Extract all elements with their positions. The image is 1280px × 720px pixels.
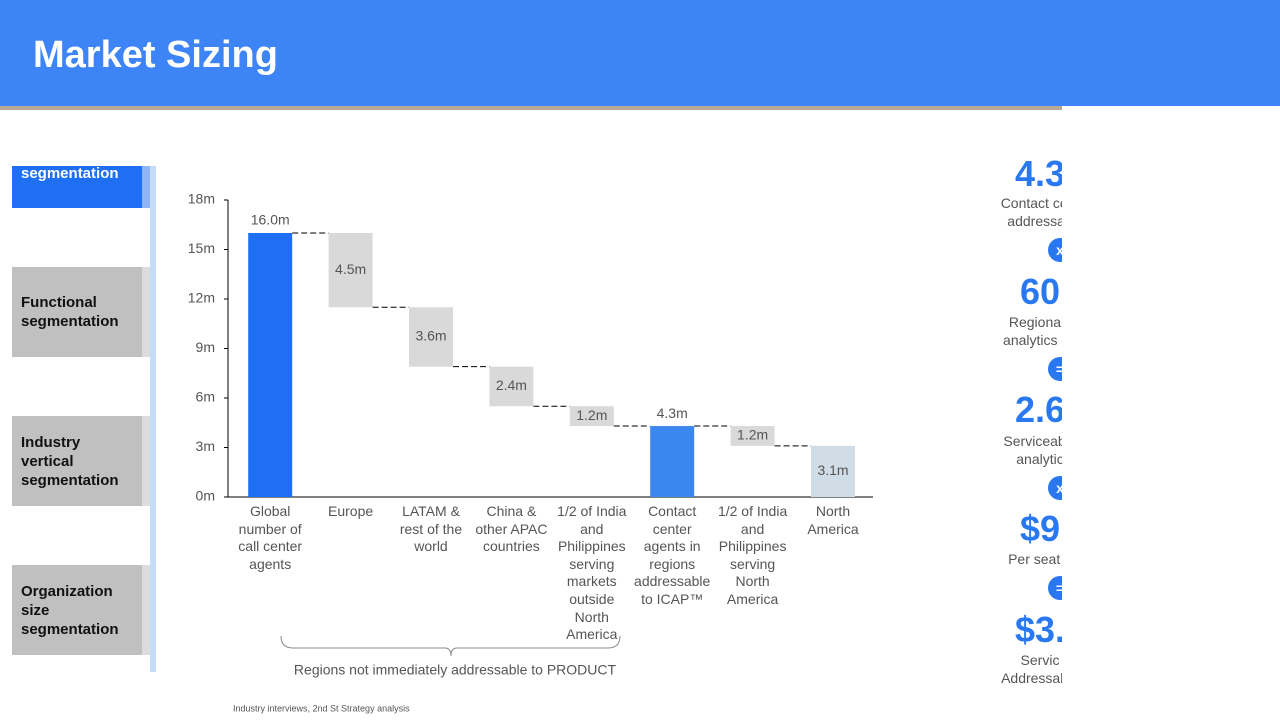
- bar: [730, 426, 775, 446]
- x-tick-label: Global number of call center agents: [238, 503, 303, 572]
- segment-edge: [142, 166, 150, 208]
- bar: [489, 366, 534, 407]
- value-label: 16.0m: [251, 212, 290, 228]
- operator: =: [1048, 576, 1062, 600]
- metric-caption: Addressable: [1001, 670, 1062, 686]
- operator: x: [1048, 238, 1062, 262]
- y-tick-label: 12m: [188, 290, 215, 306]
- metric-figure: 4.3: [1014, 155, 1062, 194]
- value-label: 2.4m: [496, 377, 527, 393]
- metric-caption: Per seat p: [1008, 551, 1062, 567]
- segment-box: [12, 565, 142, 655]
- metric-figure: 60: [1019, 271, 1061, 312]
- x-tick-label: Contact center agents in regions address…: [634, 503, 711, 607]
- value-label: 1.2m: [737, 427, 768, 443]
- operator: =: [1048, 357, 1062, 381]
- metric-caption: addressab: [1007, 213, 1062, 229]
- y-tick-label: 6m: [196, 389, 215, 405]
- metric-figure: $9: [1019, 508, 1061, 549]
- x-tick-label: 1/2 of India and Philippines serving mar…: [557, 503, 627, 643]
- y-tick-label: 9m: [196, 339, 215, 355]
- metric-figure: $3.: [1014, 609, 1062, 650]
- segment-box: [12, 416, 142, 506]
- annotation: Regions not immediately addressable to P…: [294, 662, 617, 678]
- title: Market Sizing: [33, 34, 278, 76]
- bracket: [280, 635, 621, 657]
- segment-box: [12, 267, 142, 357]
- segment-box: [12, 166, 142, 208]
- metric-caption: Servic: [1020, 652, 1060, 668]
- y-tick-label: 18m: [188, 191, 215, 207]
- panel-strip: [150, 166, 156, 672]
- segment-label: Organization size segmentation: [21, 582, 119, 638]
- metric-caption: Regional i: [1008, 314, 1062, 330]
- metric-caption: analytics ad: [1003, 332, 1062, 348]
- segment-label: segmentation: [21, 165, 119, 182]
- segment-label: Functional segmentation: [21, 294, 119, 330]
- segment-edge: [142, 267, 150, 357]
- x-tick-label: Europe: [328, 503, 374, 519]
- y-tick-label: 0m: [196, 488, 215, 504]
- y-tick-label: 3m: [196, 438, 215, 454]
- metric-caption: Serviceable: [1003, 433, 1062, 449]
- value-label: 3.1m: [817, 462, 848, 478]
- metric-caption: analytic: [1016, 451, 1062, 467]
- segment-label: Industry vertical segmentation: [21, 433, 119, 489]
- header-bar: [0, 0, 1280, 106]
- value-label: 1.2m: [576, 407, 607, 423]
- bar: [650, 426, 695, 497]
- value-label: 4.5m: [335, 261, 366, 277]
- bar: [328, 233, 373, 308]
- bar: [569, 406, 614, 427]
- bar: [409, 307, 453, 367]
- bar: [248, 233, 293, 497]
- x-tick-label: China & other APAC countries: [475, 503, 548, 555]
- operator: x: [1048, 476, 1062, 500]
- metric-caption: Contact cent: [1000, 195, 1062, 211]
- x-tick-label: LATAM & rest of the world: [399, 503, 463, 555]
- metric-figure: 2.6: [1014, 389, 1062, 430]
- value-label: 4.3m: [657, 405, 688, 421]
- bar: [811, 445, 855, 497]
- x-tick-label: North America: [807, 503, 859, 537]
- segment-edge: [142, 416, 150, 506]
- header-rule: [0, 106, 1062, 110]
- x-tick-label: 1/2 of India and Philippines serving Nor…: [717, 503, 788, 607]
- source: Industry interviews, 2nd St Strategy ana…: [233, 703, 410, 713]
- segment-edge: [142, 565, 150, 655]
- y-tick-label: 15m: [188, 240, 215, 256]
- value-label: 3.6m: [415, 328, 446, 344]
